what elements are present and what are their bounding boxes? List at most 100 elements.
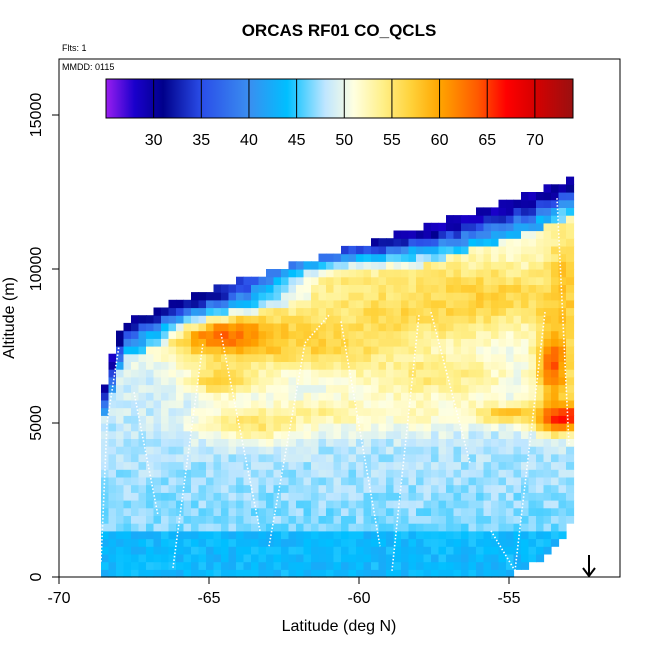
heatmap-cell bbox=[213, 561, 222, 570]
heatmap-cell bbox=[161, 384, 170, 393]
heatmap-cell bbox=[513, 245, 522, 255]
heatmap-cell bbox=[303, 269, 312, 278]
heatmap-cell bbox=[438, 346, 447, 355]
heatmap-cell bbox=[266, 392, 275, 401]
heatmap-cell bbox=[318, 469, 327, 478]
heatmap-cell bbox=[303, 538, 312, 547]
heatmap-cell bbox=[551, 376, 560, 386]
heatmap-cell bbox=[311, 423, 320, 432]
heatmap-cell bbox=[108, 392, 117, 401]
heatmap-cell bbox=[491, 399, 500, 409]
heatmap-cell bbox=[266, 361, 275, 370]
heatmap-cell bbox=[438, 284, 447, 293]
heatmap-cell bbox=[191, 322, 200, 332]
heatmap-cell bbox=[206, 569, 215, 578]
heatmap-cell bbox=[438, 369, 447, 378]
heatmap-cell bbox=[296, 392, 305, 401]
heatmap-cell bbox=[221, 438, 230, 447]
heatmap-cell bbox=[453, 399, 462, 409]
heatmap-cell bbox=[326, 538, 335, 547]
heatmap-cell bbox=[401, 253, 410, 262]
heatmap-cell bbox=[333, 376, 342, 386]
heatmap-cell bbox=[356, 446, 365, 455]
heatmap-cell bbox=[348, 299, 357, 309]
heatmap-cell bbox=[521, 292, 530, 301]
heatmap-cell bbox=[273, 399, 282, 409]
heatmap-cell bbox=[551, 430, 560, 439]
heatmap-cell bbox=[191, 369, 200, 378]
heatmap-cell bbox=[506, 199, 515, 208]
heatmap-cell bbox=[498, 376, 507, 386]
heatmap-cell bbox=[506, 561, 515, 570]
heatmap-cell bbox=[423, 315, 432, 324]
heatmap-cell bbox=[138, 500, 147, 509]
heatmap-cell bbox=[521, 399, 530, 409]
heatmap-cell bbox=[431, 284, 440, 293]
heatmap-cell bbox=[566, 276, 575, 285]
heatmap-cell bbox=[138, 561, 147, 570]
heatmap-cell bbox=[236, 553, 245, 563]
heatmap-cell bbox=[378, 261, 387, 270]
heatmap-cell bbox=[236, 484, 245, 493]
heatmap-cell bbox=[468, 407, 477, 416]
heatmap-cell bbox=[543, 299, 552, 309]
heatmap-cell bbox=[213, 407, 222, 416]
heatmap-cell bbox=[506, 515, 515, 524]
heatmap-cell bbox=[431, 523, 440, 532]
heatmap-cell bbox=[131, 446, 140, 455]
heatmap-cell bbox=[281, 407, 290, 416]
heatmap-cell bbox=[521, 284, 530, 293]
heatmap-cell bbox=[213, 292, 222, 301]
heatmap-cell bbox=[311, 292, 320, 301]
heatmap-cell bbox=[326, 353, 335, 362]
heatmap-cell bbox=[288, 315, 297, 324]
heatmap-cell bbox=[536, 269, 545, 278]
heatmap-cell bbox=[161, 484, 170, 493]
heatmap-cell bbox=[416, 322, 425, 332]
heatmap-cell bbox=[543, 407, 552, 416]
heatmap-cell bbox=[311, 361, 320, 370]
heatmap-cell bbox=[551, 253, 560, 262]
heatmap-cell bbox=[371, 307, 380, 316]
heatmap-cell bbox=[281, 453, 290, 463]
heatmap-cell bbox=[243, 369, 252, 378]
heatmap-cell bbox=[491, 469, 500, 478]
heatmap-cell bbox=[378, 523, 387, 532]
heatmap-cell bbox=[138, 423, 147, 432]
heatmap-cell bbox=[521, 215, 530, 224]
heatmap-cell bbox=[243, 461, 252, 470]
heatmap-cell bbox=[243, 492, 252, 501]
heatmap-cell bbox=[251, 369, 260, 378]
heatmap-cell bbox=[393, 469, 402, 478]
heatmap-cell bbox=[401, 299, 410, 309]
heatmap-cell bbox=[378, 500, 387, 509]
heatmap-cell bbox=[123, 384, 132, 393]
heatmap-cell bbox=[483, 507, 492, 516]
heatmap-cell bbox=[168, 299, 177, 309]
heatmap-cell bbox=[468, 423, 477, 432]
heatmap-cell bbox=[521, 530, 530, 540]
heatmap-cell bbox=[296, 376, 305, 386]
heatmap-cell bbox=[161, 307, 170, 316]
heatmap-cell bbox=[101, 430, 110, 439]
heatmap-cell bbox=[123, 446, 132, 455]
heatmap-cell bbox=[258, 292, 267, 301]
heatmap-cell bbox=[558, 361, 567, 370]
heatmap-cell bbox=[236, 500, 245, 509]
heatmap-cell bbox=[513, 453, 522, 463]
heatmap-cell bbox=[153, 561, 162, 570]
heatmap-cell bbox=[543, 376, 552, 386]
heatmap-cell bbox=[258, 538, 267, 547]
heatmap-cell bbox=[333, 500, 342, 509]
heatmap-cell bbox=[363, 284, 372, 293]
heatmap-cell bbox=[566, 322, 575, 332]
heatmap-cell bbox=[146, 530, 155, 540]
heatmap-cell bbox=[348, 307, 357, 316]
heatmap-cell bbox=[521, 199, 530, 208]
heatmap-cell bbox=[431, 369, 440, 378]
heatmap-cell bbox=[551, 299, 560, 309]
heatmap-cell bbox=[296, 569, 305, 578]
heatmap-cell bbox=[341, 446, 350, 455]
heatmap-cell bbox=[318, 353, 327, 362]
heatmap-cell bbox=[468, 284, 477, 293]
